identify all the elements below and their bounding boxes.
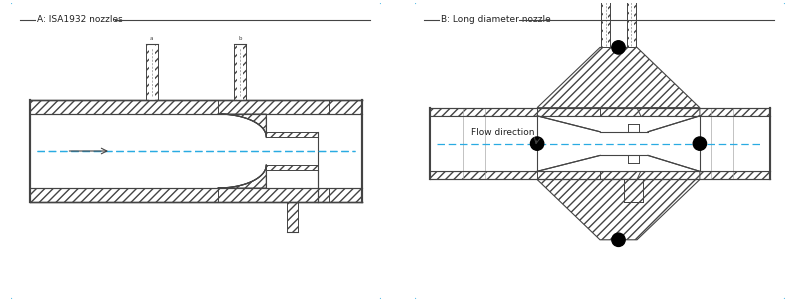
Bar xyxy=(30,114,362,188)
Bar xyxy=(234,44,246,100)
Text: B: Long diameter nozzle: B: Long diameter nozzle xyxy=(441,15,550,24)
Bar xyxy=(624,179,642,202)
Polygon shape xyxy=(637,108,700,132)
Bar xyxy=(238,44,243,100)
Polygon shape xyxy=(537,47,700,108)
Bar xyxy=(430,108,770,116)
Polygon shape xyxy=(537,156,600,179)
Bar xyxy=(286,202,298,232)
Circle shape xyxy=(612,41,625,54)
Circle shape xyxy=(612,233,625,246)
Bar xyxy=(600,156,648,160)
Bar xyxy=(30,114,362,188)
Bar xyxy=(149,44,154,100)
Bar xyxy=(30,188,362,202)
Text: b: b xyxy=(238,37,242,41)
Bar xyxy=(603,0,608,47)
Circle shape xyxy=(694,137,706,150)
Polygon shape xyxy=(218,165,266,188)
Bar xyxy=(218,188,329,202)
Bar xyxy=(537,116,700,171)
Bar xyxy=(266,165,318,170)
Bar xyxy=(430,116,770,171)
Bar xyxy=(218,100,329,114)
Polygon shape xyxy=(537,179,700,240)
Bar xyxy=(430,171,770,179)
Bar xyxy=(630,0,634,47)
Bar xyxy=(602,0,610,47)
Bar xyxy=(266,132,318,137)
Polygon shape xyxy=(218,114,266,137)
Circle shape xyxy=(530,137,544,150)
Bar xyxy=(600,127,648,132)
Bar xyxy=(146,44,158,100)
Polygon shape xyxy=(537,108,600,132)
Bar xyxy=(30,100,362,114)
Text: A: ISA1932 nozzles: A: ISA1932 nozzles xyxy=(37,15,122,24)
FancyBboxPatch shape xyxy=(413,1,787,301)
Bar xyxy=(627,0,635,47)
Bar xyxy=(430,116,770,171)
Text: Flow direction: Flow direction xyxy=(470,128,534,137)
Polygon shape xyxy=(637,156,700,179)
FancyBboxPatch shape xyxy=(9,1,383,301)
Text: a: a xyxy=(150,37,154,41)
